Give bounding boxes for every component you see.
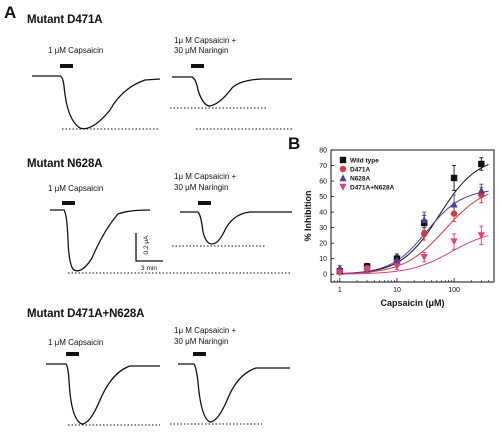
y-tick-label: 20 [319,241,327,248]
y-tick-label: 50 [319,194,327,201]
legend-label-2: N628A [350,176,371,183]
legend-label-1: D471A [350,167,371,174]
row2-right-condition-1: 1μ M Capsaicin + [174,172,237,181]
x-axis-label: Capsaicin (μM) [380,298,444,308]
row3-right-application-bar [193,352,206,356]
row2-left-trace [50,209,151,272]
row2-left-condition: 1 μM Capsaicin [48,184,104,193]
data-point-3 [477,232,485,240]
data-point-0 [450,174,458,182]
data-point-3 [420,253,428,261]
y-tick-label: 0 [323,272,327,279]
legend-label-3: D471A+N628A [350,185,395,192]
row1-right-condition-2: 30 μM Naringin [174,46,229,55]
row3-left-trace [46,363,160,425]
data-point-2 [336,264,344,272]
row2-title: Mutant N628A [27,158,103,170]
fit-curve-3 [337,235,489,275]
plot-frame [330,149,495,283]
scale-bar-time-label: 3 min [141,265,157,272]
x-tick-label: 10 [393,287,401,294]
fit-curve-1 [337,193,489,275]
row1-title: Mutant D471A [27,14,103,26]
data-point-0 [478,160,485,168]
row2-right-application-bar [198,201,211,205]
data-point-3 [363,266,371,274]
legend-marker-3 [339,183,347,191]
data-point-1 [421,230,428,238]
legend-marker-0 [339,156,347,164]
y-axis-label: % Inhibition [303,191,313,242]
row1-left-trace [32,75,161,130]
row3-right-condition-1: 1μ M Capsaicin + [174,326,237,335]
data-point-2 [450,200,458,208]
y-tick-label: 80 [319,148,327,155]
scale-bar-current-label: 0.2 μA [143,235,150,255]
row3-right-trace [178,363,290,423]
legend-label-0: Wild type [350,158,379,165]
legend-marker-1 [339,165,347,173]
y-tick-label: 60 [319,179,327,186]
legend-marker-2 [339,174,347,182]
data-point-3 [336,269,344,277]
row3-title: Mutant D471A+N628A [27,308,145,320]
row2-right-trace [180,211,292,245]
row1-left-condition: 1 μM Capsaicin [48,46,104,55]
panel-b-letter: B [288,134,301,153]
y-tick-label: 70 [319,163,327,170]
y-tick-label: 40 [319,210,327,217]
row3-left-application-bar [66,352,79,356]
data-point-1 [450,210,458,217]
y-tick-label: 30 [319,225,327,232]
row3-right-condition-2: 30 μM Naringin [174,337,229,346]
data-point-2 [420,216,428,224]
row2-left-application-bar [62,201,75,205]
row3-left-condition: 1 μM Capsaicin [48,338,104,347]
panel-a-letter: A [4,3,17,22]
row1-left-application-bar [60,64,73,68]
row1-right-trace [172,76,292,107]
data-point-3 [393,263,401,271]
x-tick-label: 1 [338,287,342,294]
data-point-3 [450,238,458,246]
data-point-2 [477,186,485,194]
data-point-2 [393,256,401,264]
row1-right-application-bar [191,64,204,68]
row2-right-condition-2: 30 μM Naringin [174,183,229,192]
fit-curve-2 [337,190,489,275]
y-tick-label: 10 [319,256,327,263]
scale-bar [135,233,163,262]
x-tick-label: 100 [448,287,460,294]
row1-right-condition-1: 1μ M Capsaicin + [174,36,237,45]
